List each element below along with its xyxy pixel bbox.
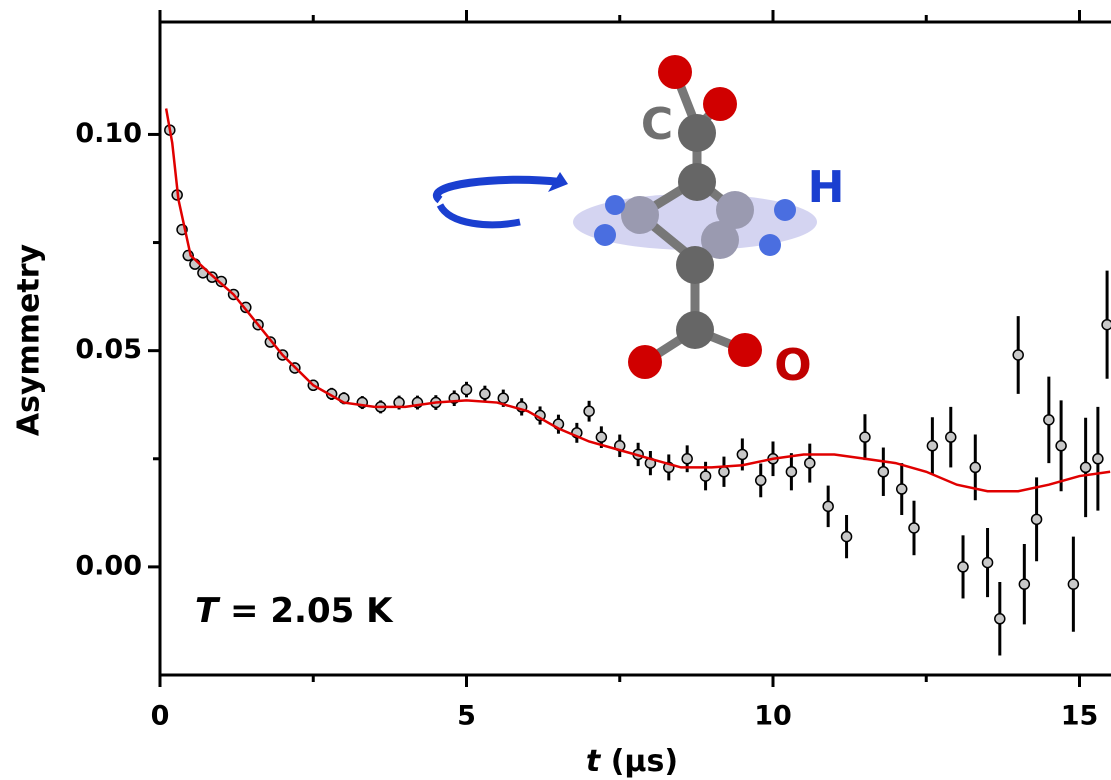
data-point <box>994 613 1006 625</box>
fit-line <box>164 108 1111 493</box>
data-point <box>1067 578 1080 590</box>
data-point <box>497 392 510 404</box>
annotation-text: = 2.05 K <box>230 591 394 631</box>
axes: 0 5 10 15 0.00 0.05 0.10 <box>75 10 1111 732</box>
data-point <box>718 465 730 478</box>
data-point <box>877 465 890 478</box>
x-tick-label: 15 <box>1061 701 1099 732</box>
data-point <box>736 448 749 461</box>
data-point <box>957 561 969 573</box>
x-axis-var: t <box>586 744 602 779</box>
data-point <box>1012 349 1024 361</box>
y-tick-label: 0.05 <box>75 334 142 365</box>
y-tick-label: 0.00 <box>75 550 142 581</box>
data-point <box>895 483 908 495</box>
x-tick-label: 10 <box>754 701 792 732</box>
data-point <box>1079 461 1092 474</box>
data-point <box>1043 414 1055 426</box>
data-point <box>681 453 693 465</box>
data-point <box>1101 318 1111 331</box>
data-point <box>840 530 853 543</box>
data-point <box>785 465 798 478</box>
molecule <box>433 55 817 379</box>
data-point <box>460 383 473 396</box>
data-point <box>595 431 608 443</box>
plot-area <box>164 108 1111 656</box>
data-point <box>754 474 767 487</box>
data-point <box>1018 578 1031 590</box>
data-point <box>969 461 982 474</box>
data-point <box>1030 513 1043 526</box>
molecule-label: H <box>808 162 845 213</box>
data-point <box>926 440 939 452</box>
x-axis-label: t (μs) <box>586 744 678 779</box>
data-point <box>859 431 871 443</box>
data-point <box>822 500 834 513</box>
data-point <box>479 388 491 400</box>
molecule-label: C <box>641 99 673 150</box>
data-point <box>1055 440 1067 452</box>
x-axis-unit: (μs) <box>611 744 678 779</box>
annotation: T = 2.05 K <box>195 591 394 631</box>
data-point <box>945 431 957 443</box>
molecule-label: O <box>774 340 811 391</box>
y-tick-label: 0.10 <box>75 118 142 149</box>
data-point <box>981 556 994 569</box>
data-point <box>699 470 712 482</box>
x-tick-label: 0 <box>151 701 170 732</box>
data-point <box>1092 453 1104 465</box>
annotation-var: T <box>195 591 221 631</box>
data-point <box>215 275 228 288</box>
data-point <box>908 522 920 534</box>
data-point <box>583 405 595 417</box>
y-axis-label: Asymmetry <box>12 243 47 436</box>
data-point <box>804 457 816 469</box>
x-tick-label: 5 <box>457 701 476 732</box>
